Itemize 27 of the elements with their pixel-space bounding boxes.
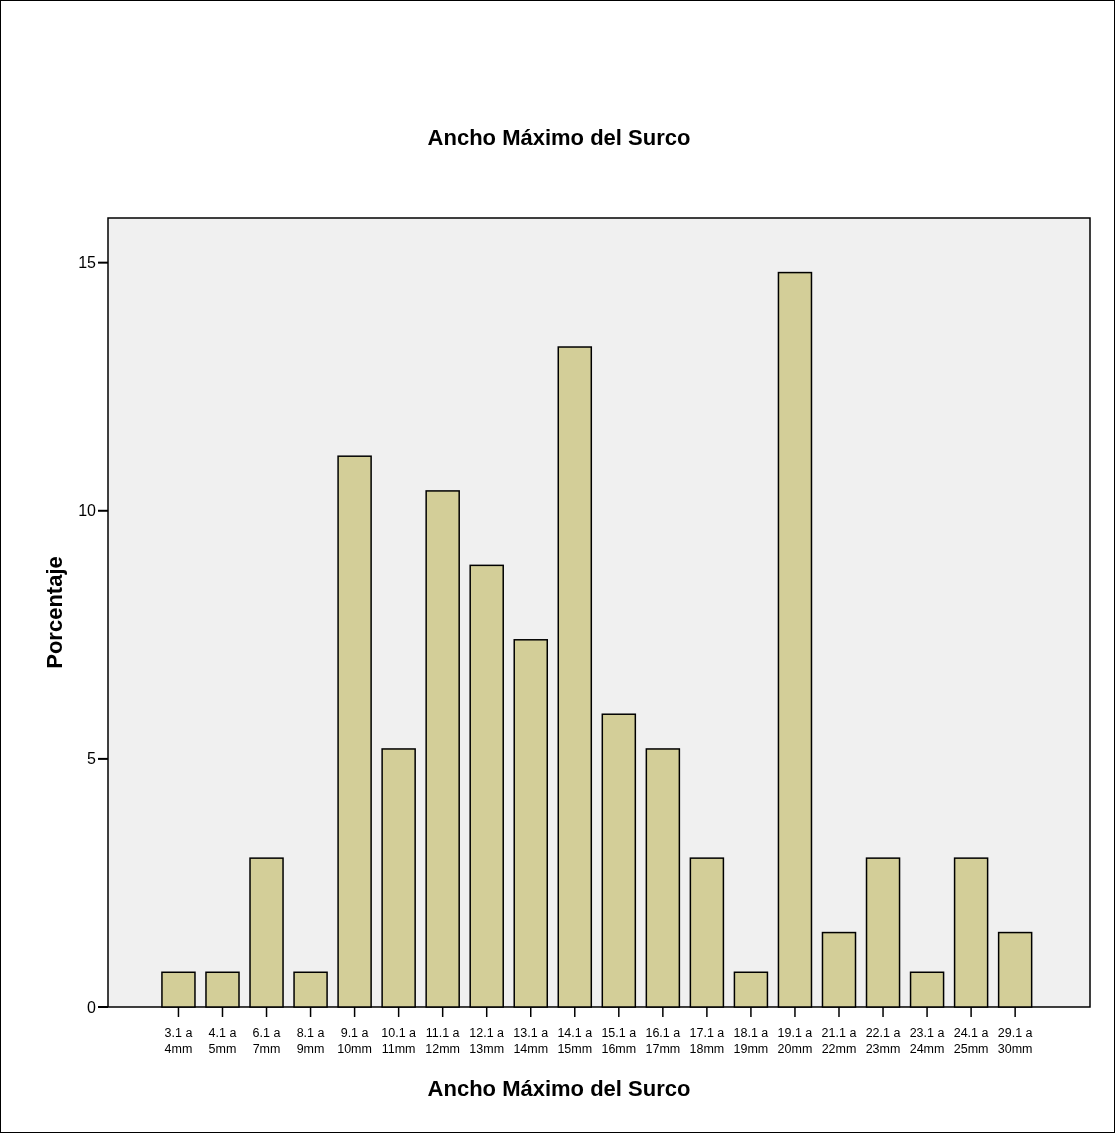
x-tick-label: 23.1 a 24mm [909, 1026, 945, 1056]
x-tick-label: 4.1 a 5mm [208, 1026, 237, 1056]
y-tick-label: 15 [78, 254, 97, 272]
x-tick-label: 22.1 a 23mm [865, 1026, 901, 1056]
x-tick-label: 13.1 a 14mm [513, 1026, 549, 1056]
y-axis-title: Porcentaje [42, 556, 67, 669]
x-tick-label: 29.1 a 30mm [997, 1026, 1033, 1056]
x-tick-label: 8.1 a 9mm [296, 1026, 325, 1056]
x-tick-label: 21.1 a 22mm [821, 1026, 857, 1056]
x-tick-label: 17.1 a 18mm [689, 1026, 725, 1056]
x-tick-label: 6.1 a 7mm [252, 1026, 281, 1056]
x-axis-title: Ancho Máximo del Surco [427, 1076, 691, 1101]
x-tick-label: 18.1 a 19mm [733, 1026, 769, 1056]
y-tick-label: 10 [78, 502, 97, 520]
x-tick-label: 14.1 a 15mm [557, 1026, 593, 1056]
x-tick-label: 3.1 a 4mm [164, 1026, 193, 1056]
x-tick-label: 16.1 a 17mm [645, 1026, 681, 1056]
y-tick-label: 0 [87, 998, 97, 1016]
y-tick-label: 5 [87, 750, 97, 768]
x-tick-label: 12.1 a 13mm [469, 1026, 505, 1056]
x-tick-label: 11.1 a 12mm [425, 1026, 461, 1056]
x-tick-label: 10.1 a 11mm [381, 1026, 417, 1056]
x-tick-label: 15.1 a 16mm [601, 1026, 637, 1056]
chart-title: Ancho Máximo del Surco [427, 125, 691, 150]
x-tick-label: 9.1 a 10mm [337, 1026, 372, 1056]
x-tick-label: 24.1 a 25mm [953, 1026, 989, 1056]
x-tick-label: 19.1 a 20mm [777, 1026, 813, 1056]
